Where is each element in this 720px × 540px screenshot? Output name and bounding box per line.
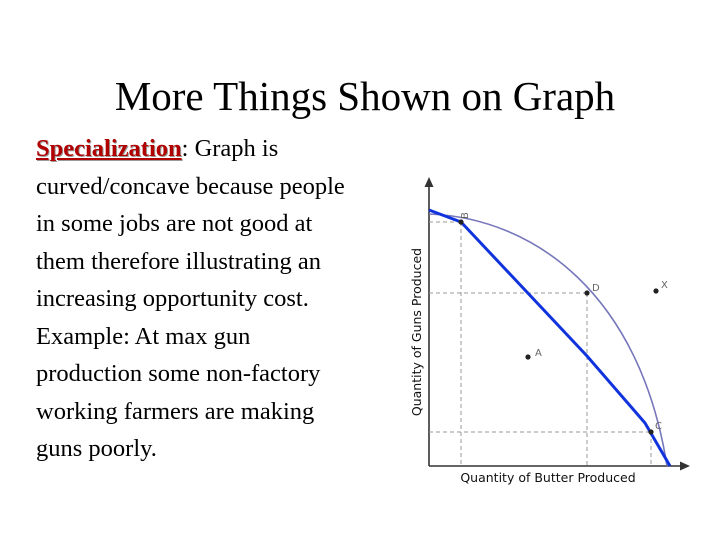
body-line: Example: At max gun: [36, 322, 251, 350]
ppf-curve: [428, 213, 668, 467]
body-line: in some jobs are not good at: [36, 210, 313, 237]
slide-body: Specialization: Graph is curved/concave …: [36, 130, 406, 468]
straight-line: [428, 208, 672, 467]
point-a: [525, 354, 531, 360]
body-line: increasing opportunity cost.: [36, 285, 309, 312]
y-axis-arrow: [424, 177, 434, 187]
slide-title: More Things Shown on Graph: [114, 73, 616, 119]
point-c-label: C: [655, 421, 662, 432]
body-line: guns poorly.: [36, 435, 157, 462]
y-axis-label: Quantity of Guns Produced: [409, 248, 424, 416]
point-d-label: D: [592, 283, 600, 294]
point-x-label: X: [661, 280, 668, 291]
ppf-graph: B D X A C Quantity of Guns Produced Quan…: [405, 170, 705, 500]
body-line: them therefore illustrating an: [36, 247, 322, 275]
body-line-first: Specialization: Graph is: [36, 130, 406, 168]
body-line: production some non-factory: [36, 360, 321, 387]
point-b-label: B: [460, 212, 471, 219]
term-suffix: : Graph is: [181, 135, 279, 162]
term-specialization: Specialization: [36, 135, 182, 162]
point-a-label: A: [535, 348, 542, 359]
x-axis-arrow: [680, 461, 690, 471]
point-d: [584, 290, 590, 296]
point-x: [653, 288, 659, 294]
point-b: [458, 219, 464, 225]
body-line: working farmers are making: [36, 397, 315, 425]
point-c: [648, 429, 654, 435]
body-line: curved/concave because people: [36, 172, 345, 200]
x-axis-label: Quantity of Butter Produced: [460, 470, 635, 485]
ppf-graph-svg: B D X A C Quantity of Guns Produced Quan…: [409, 177, 690, 485]
